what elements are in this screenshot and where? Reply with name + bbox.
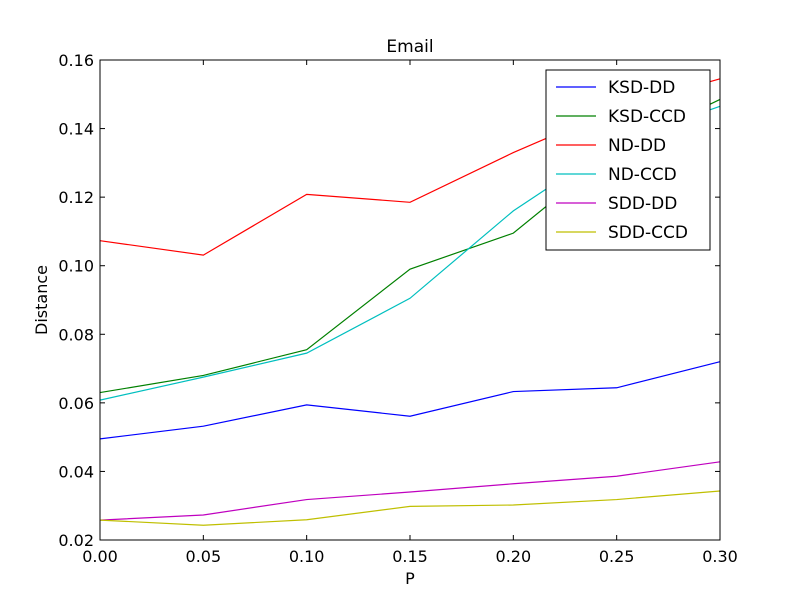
x-tick-label: 0.00 xyxy=(82,547,118,566)
x-tick-label: 0.05 xyxy=(186,547,222,566)
y-tick-label: 0.14 xyxy=(58,120,94,139)
x-tick-label: 0.25 xyxy=(599,547,635,566)
x-tick-label: 0.15 xyxy=(392,547,428,566)
series-line-sdd-ccd xyxy=(99,490,721,526)
y-tick-label: 0.04 xyxy=(58,462,94,481)
legend-label-ksd-ccd: KSD-CCD xyxy=(608,107,686,127)
x-axis-label: P xyxy=(405,569,415,588)
series-line-sdd-dd xyxy=(99,461,721,521)
legend-label-nd-dd: ND-DD xyxy=(608,136,666,156)
y-tick-label: 0.06 xyxy=(58,394,94,413)
y-tick-label: 0.10 xyxy=(58,257,94,276)
legend-box xyxy=(545,69,711,251)
y-tick-label: 0.08 xyxy=(58,325,94,344)
tick-layer: 0.00 0.05 0.10 0.15 0.20 0.25 0.30 0.02 0.04 0.06… xyxy=(58,51,737,566)
y-tick-label: 0.02 xyxy=(58,531,94,550)
chart-title: Email xyxy=(386,37,433,57)
legend: KSD-DD KSD-CCD ND-DD ND-CCD SDD-DD SDD-CCD xyxy=(545,69,711,251)
y-tick-label: 0.16 xyxy=(58,51,94,70)
legend-label-sdd-ccd: SDD-CCD xyxy=(608,223,688,243)
y-axis-label: Distance xyxy=(32,265,51,335)
y-tick-label: 0.12 xyxy=(58,188,94,207)
legend-label-ksd-dd: KSD-DD xyxy=(608,78,675,98)
series-line-ksd-dd xyxy=(99,361,721,440)
x-tick-label: 0.20 xyxy=(496,547,532,566)
x-tick-label: 0.10 xyxy=(289,547,325,566)
legend-label-sdd-dd: SDD-DD xyxy=(608,194,677,214)
legend-label-nd-ccd: ND-CCD xyxy=(608,165,677,185)
x-tick-label: 0.30 xyxy=(702,547,738,566)
series-layer xyxy=(99,78,721,526)
